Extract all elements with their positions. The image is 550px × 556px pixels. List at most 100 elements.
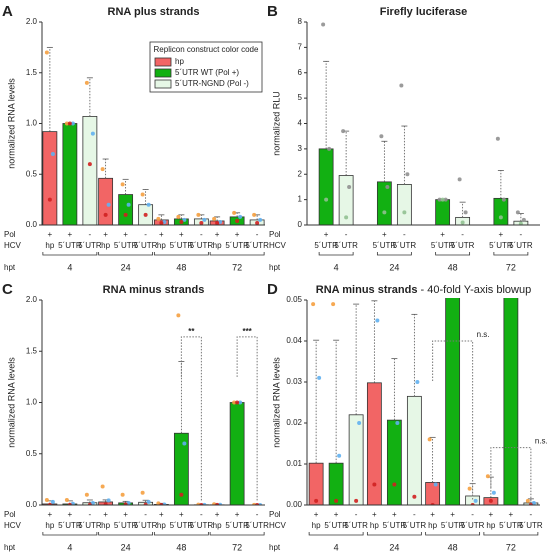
hcv-label: 5´UTR (344, 521, 368, 530)
pol-label: - (144, 230, 147, 239)
hcv-label: 5´UTR (499, 521, 523, 530)
bar (98, 177, 114, 225)
hpt-row-label: hpt (4, 263, 16, 272)
data-point (44, 497, 49, 502)
data-point (87, 162, 92, 167)
data-point (215, 220, 220, 225)
title-main: Firefly luciferase (380, 6, 467, 18)
pol-label: + (450, 510, 455, 519)
y-tick-label: 4 (298, 119, 303, 128)
data-point (103, 502, 108, 505)
x-tick-label: 24 (389, 542, 399, 552)
legend-label: hp (175, 57, 184, 66)
panel-label: C (2, 281, 13, 298)
hcv-label: 5´UTR (509, 241, 533, 250)
data-point (50, 499, 55, 504)
y-tick-label: 7 (298, 42, 303, 51)
y-tick-label: 1.0 (26, 119, 38, 128)
pol-label: - (256, 510, 259, 519)
significance-bracket (432, 340, 474, 501)
data-point (235, 218, 240, 223)
pol-label: - (520, 230, 523, 239)
x-tick-label: 24 (121, 542, 131, 552)
group-bracket (318, 252, 354, 256)
data-point (176, 214, 181, 219)
data-point (179, 492, 184, 497)
data-point (485, 474, 490, 479)
data-point (252, 212, 257, 217)
significance-bracket (236, 336, 258, 501)
pol-label: + (159, 510, 164, 519)
pol-label: + (179, 230, 184, 239)
x-tick-label: 72 (232, 262, 242, 272)
data-point (491, 490, 496, 495)
group-bracket (425, 532, 481, 536)
hcv-label: hp (101, 241, 110, 250)
data-point (218, 219, 223, 224)
data-point (341, 129, 346, 134)
pol-label: + (372, 510, 377, 519)
pol-label: + (509, 510, 514, 519)
hcv-label: 5´UTR (451, 241, 475, 250)
data-point (182, 217, 187, 222)
pol-label: + (103, 510, 108, 519)
bar (308, 462, 324, 505)
significance-label: ** (188, 327, 195, 336)
hcv-row-label: HCV (4, 241, 22, 250)
chart-title: RNA minus strands - 40-fold Y-axis blowu… (316, 284, 531, 296)
data-point (460, 220, 465, 225)
data-point (156, 501, 161, 505)
data-point (521, 217, 526, 222)
hcv-label: 5´UTR (393, 241, 417, 250)
bar (62, 123, 78, 225)
data-point (100, 167, 105, 172)
hcv-label: hp (157, 241, 166, 250)
pol-row-label: Pol (4, 230, 16, 239)
group-bracket (153, 532, 209, 536)
data-point (405, 172, 410, 177)
y-tick-label: 2 (298, 169, 303, 178)
data-point (314, 498, 319, 503)
data-point (90, 500, 95, 505)
data-point (176, 313, 181, 318)
bar (376, 181, 392, 225)
data-point (321, 22, 326, 27)
data-point (451, 93, 455, 97)
pol-label: + (489, 510, 494, 519)
y-tick-label: 0.01 (286, 459, 302, 468)
group-bracket (98, 252, 154, 256)
x-tick-label: 48 (176, 542, 186, 552)
pol-label: + (324, 230, 329, 239)
hcv-label: 5´UTR (441, 521, 465, 530)
pol-label: - (403, 230, 406, 239)
x-tick-label: 48 (176, 262, 186, 272)
group-bracket (42, 252, 98, 256)
pol-label: - (144, 510, 147, 519)
data-point (106, 498, 111, 503)
hcv-label: hp (213, 521, 222, 530)
data-point (215, 502, 220, 505)
hcv-row-label: HCV (269, 521, 287, 530)
pol-label: + (123, 510, 128, 519)
data-point (375, 318, 380, 323)
pol-label: + (235, 230, 240, 239)
data-point (212, 502, 217, 505)
legend-label: 5´UTR-NGND (Pol -) (175, 79, 249, 88)
bar (366, 382, 382, 505)
bar (493, 197, 509, 225)
hcv-row-label: HCV (269, 241, 287, 250)
y-tick-label: 1.0 (26, 398, 38, 407)
pol-label: - (461, 230, 464, 239)
data-point (382, 210, 387, 215)
hcv-label: 5´UTR (225, 241, 249, 250)
data-point (457, 177, 462, 182)
bar (445, 298, 461, 505)
data-point (317, 375, 322, 380)
group-bracket (42, 532, 98, 536)
hcv-label: hp (370, 521, 379, 530)
pol-label: + (334, 510, 339, 519)
y-tick-label: 6 (298, 68, 303, 77)
plot-area (308, 93, 539, 505)
x-tick-label: 4 (334, 542, 339, 552)
